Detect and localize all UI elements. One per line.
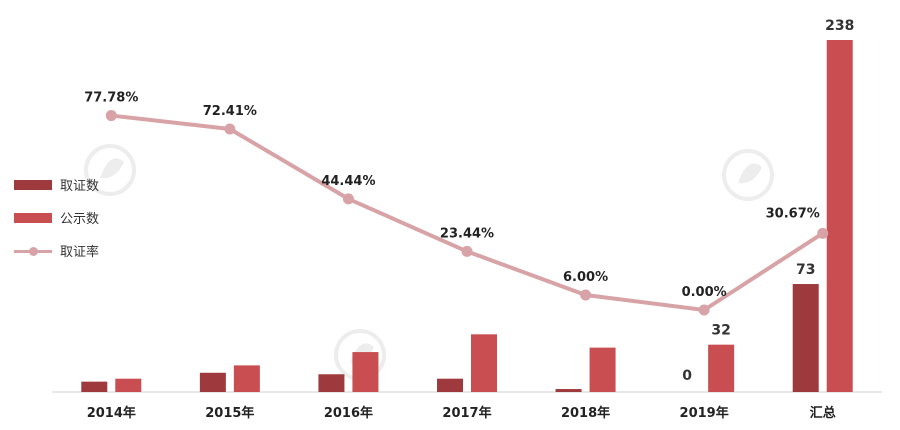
x-tick-labels: 2014年 2015年 2016年 2017年 2018年 2019年 汇总 <box>87 405 836 421</box>
legend-swatch-rate <box>14 246 52 256</box>
legend-swatch-gongshi <box>14 212 52 223</box>
bar-quzheng-1 <box>199 372 226 392</box>
watermark-logo-1 <box>84 144 136 196</box>
rate-label-4: 6.00% <box>563 270 608 285</box>
rate-point-5 <box>698 304 710 316</box>
legend-label-rate: 取证率 <box>60 245 100 260</box>
legend-item-rate: 取证率 <box>14 234 99 267</box>
x-tick-label-3: 2017年 <box>442 405 491 421</box>
labels-group: 77.78% 72.41% 44.44% 23.44% 6.00% 0.00% 30.67%… <box>84 18 854 384</box>
bar-gongshi-1 <box>233 365 260 392</box>
bar-gongshi-6 <box>826 40 853 392</box>
watermarks <box>84 144 774 381</box>
bar-quzheng-3 <box>437 378 463 392</box>
rate-point-3 <box>461 245 473 257</box>
bar-gongshi-3 <box>471 334 497 392</box>
bar-label-quzheng-6: 73 <box>796 262 815 278</box>
bar-gongshi-5 <box>708 344 735 392</box>
rate-point-2 <box>342 193 354 205</box>
bar-quzheng-0 <box>81 381 108 392</box>
legend-item-gongshi: 公示数 <box>14 201 99 234</box>
legend-label-gongshi: 公示数 <box>60 212 100 227</box>
rate-point-4 <box>580 289 592 301</box>
x-tick-label-5: 2019年 <box>680 405 729 421</box>
rate-point-0 <box>105 110 117 122</box>
bar-gongshi-4 <box>589 347 616 392</box>
rate-point-1 <box>224 123 236 135</box>
x-tick-label-0: 2014年 <box>87 405 136 421</box>
legend-item-quzheng: 取证数 <box>14 168 99 201</box>
bar-quzheng-2 <box>318 374 345 392</box>
rate-label-1: 72.41% <box>203 104 257 119</box>
rate-point-6 <box>817 227 829 239</box>
rate-label-6: 30.67% <box>766 206 820 221</box>
legend-swatch-quzheng <box>14 179 52 190</box>
bar-label-gongshi-5: 32 <box>711 323 730 339</box>
bar-quzheng-4 <box>555 389 582 392</box>
legend-label-quzheng: 取证数 <box>60 179 100 194</box>
bar-label-quzheng-5: 0 <box>682 368 692 384</box>
rate-line <box>111 113 824 312</box>
rate-label-0: 77.78% <box>84 91 138 106</box>
bar-gongshi-0 <box>115 378 142 392</box>
rate-label-3: 23.44% <box>440 226 494 241</box>
x-tick-label-4: 2018年 <box>561 405 610 421</box>
bar-quzheng-6 <box>792 284 819 392</box>
rate-label-2: 44.44% <box>321 174 375 189</box>
bar-label-gongshi-6: 238 <box>825 18 854 34</box>
watermark-logo-3 <box>722 149 774 201</box>
rate-label-5: 0.00% <box>682 285 727 300</box>
line-group <box>105 110 829 316</box>
bar-gongshi-2 <box>352 352 379 392</box>
x-tick-label-1: 2015年 <box>205 405 254 421</box>
x-tick-label-6: 汇总 <box>810 405 836 421</box>
bars-group <box>81 40 853 392</box>
legend: 取证数 公示数 取证率 <box>14 168 99 267</box>
x-tick-label-2: 2016年 <box>324 405 373 421</box>
